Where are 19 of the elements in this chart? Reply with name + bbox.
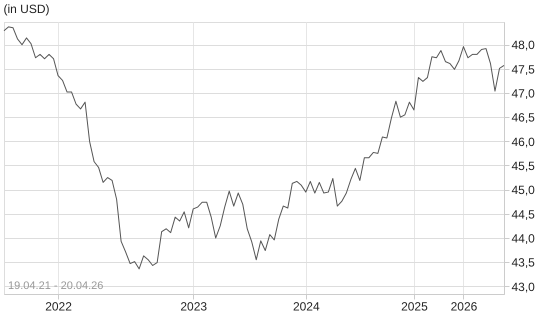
y-tick-label: 47,5 (512, 62, 536, 76)
x-tick-label: 2026 (450, 300, 478, 314)
y-tick-label: 44,5 (512, 207, 536, 222)
y-tick-label: 45,5 (512, 158, 536, 173)
y-tick-label: 43,0 (512, 280, 536, 294)
y-tick-label: 43,5 (512, 256, 536, 270)
x-tick-label: 2023 (180, 300, 208, 314)
x-tick-label: 2024 (292, 300, 320, 314)
y-tick-label: 46,5 (512, 110, 536, 125)
annotation: 19.04.21 - 20.04.26 (8, 280, 104, 292)
y-tick-label: 46,0 (512, 134, 536, 149)
x-tick-label: 2022 (45, 300, 72, 314)
y-tick-label: 44,0 (512, 231, 536, 246)
x-tick-label: 2025 (401, 300, 428, 314)
y-tick-label: 48,0 (512, 38, 536, 52)
chart-title: (in USD) (4, 2, 50, 16)
y-tick-label: 45,0 (512, 183, 536, 198)
y-tick-label: 47,0 (512, 86, 536, 101)
line-series (4, 26, 504, 270)
